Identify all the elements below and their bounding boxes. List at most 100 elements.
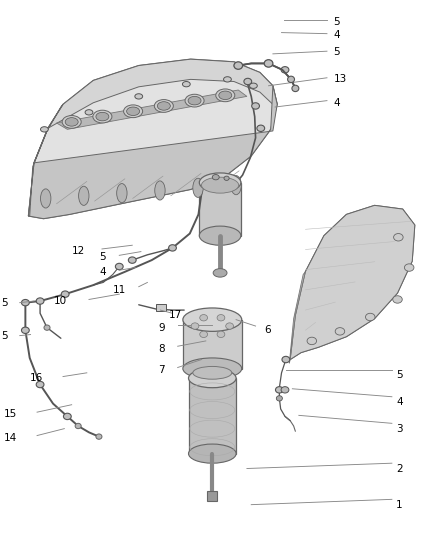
Ellipse shape [185, 94, 204, 107]
Ellipse shape [44, 325, 50, 330]
Ellipse shape [213, 269, 227, 277]
Ellipse shape [188, 444, 236, 463]
Ellipse shape [85, 110, 93, 115]
Ellipse shape [216, 89, 235, 102]
Polygon shape [28, 86, 277, 219]
Ellipse shape [281, 67, 289, 73]
Polygon shape [28, 59, 277, 219]
Ellipse shape [21, 327, 29, 334]
Ellipse shape [212, 174, 219, 180]
Polygon shape [28, 104, 63, 216]
Polygon shape [57, 90, 247, 130]
Bar [199, 182, 241, 236]
Polygon shape [290, 205, 415, 360]
Ellipse shape [183, 308, 242, 332]
Ellipse shape [226, 323, 233, 329]
Polygon shape [290, 272, 305, 364]
Ellipse shape [234, 62, 243, 69]
Ellipse shape [281, 386, 289, 393]
Ellipse shape [264, 60, 273, 67]
Ellipse shape [183, 82, 190, 87]
Text: 5: 5 [100, 252, 106, 262]
Text: 5: 5 [333, 17, 340, 27]
Text: 3: 3 [396, 424, 403, 434]
Ellipse shape [93, 110, 112, 123]
Ellipse shape [252, 103, 259, 109]
Ellipse shape [154, 100, 173, 112]
Ellipse shape [183, 358, 242, 379]
Ellipse shape [200, 331, 208, 337]
Ellipse shape [244, 78, 252, 85]
Text: 8: 8 [158, 344, 165, 354]
Ellipse shape [219, 91, 232, 100]
Text: 2: 2 [396, 464, 403, 473]
Text: 5: 5 [333, 47, 340, 57]
Ellipse shape [117, 183, 127, 203]
Ellipse shape [169, 245, 177, 251]
Ellipse shape [231, 175, 241, 195]
Ellipse shape [21, 300, 29, 306]
Ellipse shape [199, 173, 241, 192]
Ellipse shape [335, 328, 345, 335]
Text: 17: 17 [169, 310, 182, 320]
Ellipse shape [191, 323, 199, 329]
Ellipse shape [135, 94, 143, 99]
Ellipse shape [75, 423, 81, 429]
Bar [207, 491, 218, 502]
Ellipse shape [61, 291, 69, 297]
Text: 1: 1 [396, 499, 403, 510]
Ellipse shape [96, 434, 102, 439]
Bar [156, 304, 166, 311]
Ellipse shape [96, 112, 109, 121]
Ellipse shape [307, 337, 317, 345]
Ellipse shape [217, 314, 225, 321]
Ellipse shape [65, 118, 78, 126]
Text: 9: 9 [158, 322, 165, 333]
Text: 12: 12 [71, 246, 85, 255]
Ellipse shape [188, 368, 236, 387]
Ellipse shape [265, 60, 272, 67]
Ellipse shape [188, 96, 201, 105]
Ellipse shape [217, 331, 225, 337]
Ellipse shape [404, 264, 414, 271]
Bar [188, 378, 236, 454]
Text: 4: 4 [396, 397, 403, 407]
Text: 5: 5 [1, 297, 8, 308]
Ellipse shape [276, 395, 283, 401]
Text: 16: 16 [30, 373, 43, 383]
Ellipse shape [124, 105, 143, 118]
Ellipse shape [365, 313, 375, 321]
Ellipse shape [62, 116, 81, 128]
Ellipse shape [276, 386, 283, 393]
Ellipse shape [115, 263, 123, 270]
Ellipse shape [127, 107, 140, 116]
Ellipse shape [393, 296, 402, 303]
Ellipse shape [201, 177, 239, 193]
Text: 11: 11 [113, 286, 126, 295]
Ellipse shape [200, 314, 208, 321]
Ellipse shape [234, 62, 242, 69]
Text: 5: 5 [396, 370, 403, 381]
Ellipse shape [199, 226, 241, 245]
Text: 10: 10 [54, 296, 67, 306]
Ellipse shape [193, 178, 203, 197]
Ellipse shape [250, 83, 257, 88]
Text: 4: 4 [333, 98, 340, 108]
Ellipse shape [41, 189, 51, 208]
Text: 14: 14 [4, 433, 17, 443]
Text: 4: 4 [100, 267, 106, 277]
Text: 5: 5 [1, 330, 8, 341]
Ellipse shape [36, 381, 44, 387]
Ellipse shape [223, 77, 231, 82]
Ellipse shape [292, 85, 299, 92]
Ellipse shape [41, 127, 48, 132]
Ellipse shape [64, 413, 71, 419]
Ellipse shape [394, 233, 403, 241]
Ellipse shape [257, 125, 265, 132]
Ellipse shape [193, 367, 232, 379]
Ellipse shape [128, 257, 136, 263]
Text: 15: 15 [4, 409, 17, 419]
Ellipse shape [36, 298, 44, 304]
Polygon shape [34, 59, 277, 163]
Ellipse shape [282, 357, 290, 363]
